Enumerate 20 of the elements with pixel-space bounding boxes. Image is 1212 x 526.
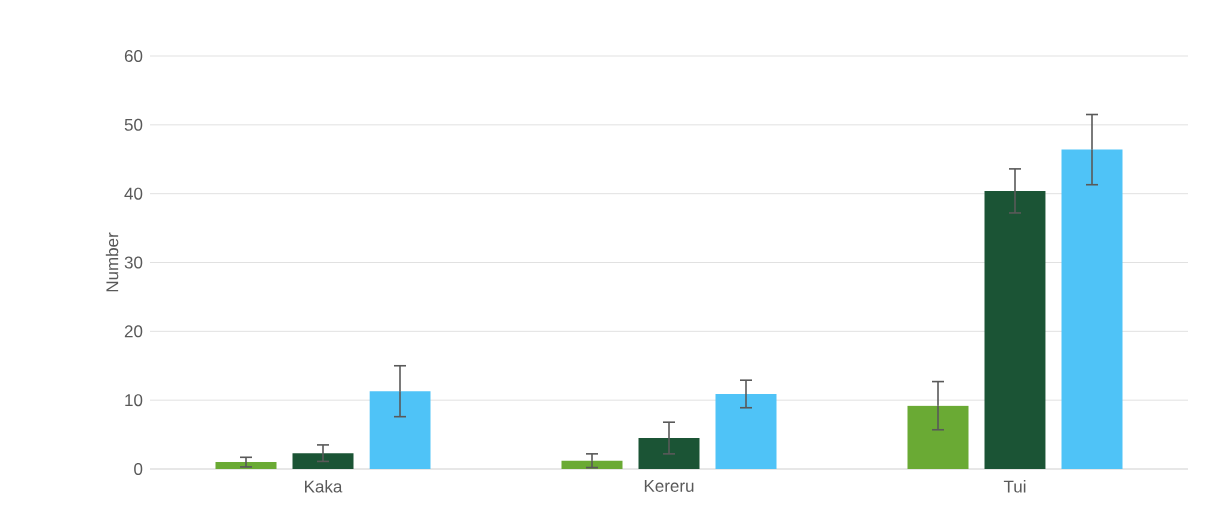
bar <box>561 460 623 470</box>
y-tick-label: 40 <box>124 187 143 200</box>
y-tick-label: 20 <box>124 325 143 338</box>
bar <box>984 190 1046 470</box>
y-tick-label: 10 <box>125 394 143 407</box>
x-tick-label: Kaka <box>305 480 343 493</box>
x-tick-label: Tui <box>1003 480 1026 493</box>
y-axis-title: Number <box>105 232 119 292</box>
bar <box>215 462 277 470</box>
bar <box>907 405 969 470</box>
bar <box>638 438 700 470</box>
y-tick-label: 60 <box>124 50 143 63</box>
y-tick-label: 30 <box>124 256 143 269</box>
bar <box>369 391 431 470</box>
y-tick-label: 0 <box>134 463 143 476</box>
bar <box>715 393 777 470</box>
bar <box>1061 149 1123 470</box>
x-tick-label: Kereru <box>644 480 694 492</box>
bar <box>292 453 354 470</box>
y-tick-label: 50 <box>124 118 143 131</box>
